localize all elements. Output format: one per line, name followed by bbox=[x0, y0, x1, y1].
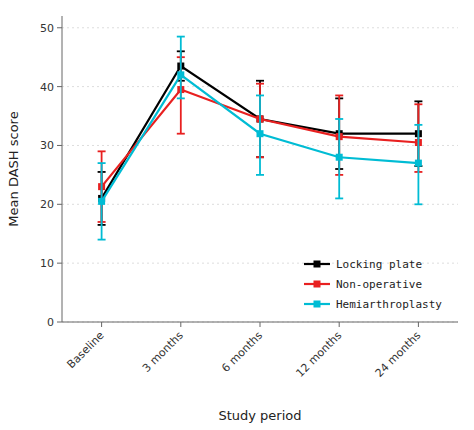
legend: Locking plate Non-operative Hemiarthroplas… bbox=[304, 258, 442, 311]
x-tick bbox=[180, 322, 181, 327]
error-bar bbox=[335, 119, 343, 198]
legend-label: Non-operative bbox=[336, 278, 422, 291]
x-tick-label: 12 months bbox=[293, 329, 344, 380]
legend-item: Non-operative bbox=[304, 278, 422, 291]
error-bar-cap bbox=[177, 133, 185, 135]
series bbox=[98, 37, 423, 240]
y-tick bbox=[57, 263, 62, 264]
y-tick-label: 10 bbox=[40, 257, 54, 270]
x-axis-title: Study period bbox=[218, 408, 301, 423]
x-tick bbox=[260, 322, 261, 327]
error-bar-cap bbox=[414, 103, 422, 105]
y-tick bbox=[57, 145, 62, 146]
grid-line bbox=[62, 204, 458, 205]
y-tick-label: 30 bbox=[40, 139, 54, 152]
error-bar-cap bbox=[335, 95, 343, 97]
series bbox=[98, 51, 423, 225]
x-tick-label: 3 months bbox=[140, 329, 186, 375]
error-bar-cap bbox=[414, 203, 422, 205]
y-axis-title: Mean DASH score bbox=[6, 111, 21, 226]
error-bar-cap bbox=[98, 239, 106, 241]
series-line bbox=[102, 66, 419, 198]
x-tick bbox=[418, 322, 419, 327]
y-tick-label: 40 bbox=[40, 81, 54, 94]
error-bar-cap bbox=[335, 198, 343, 200]
error-bar-cap bbox=[256, 80, 264, 82]
grid-line bbox=[62, 27, 458, 28]
series-line bbox=[102, 75, 419, 202]
y-tick bbox=[57, 322, 62, 323]
error-bar-cap bbox=[256, 95, 264, 97]
legend-item: Locking plate bbox=[304, 258, 422, 271]
error-bar bbox=[256, 95, 264, 174]
error-bar-cap bbox=[256, 174, 264, 176]
x-tick-label: 6 months bbox=[219, 329, 265, 375]
y-axis-line bbox=[62, 16, 63, 322]
marker bbox=[177, 71, 184, 78]
legend-marker bbox=[314, 301, 321, 308]
x-tick bbox=[339, 322, 340, 327]
error-bar-cap bbox=[98, 150, 106, 152]
plot-area bbox=[98, 37, 423, 240]
error-bar bbox=[177, 37, 185, 99]
y-tick-label: 20 bbox=[40, 198, 54, 211]
legend-label: Locking plate bbox=[336, 258, 422, 271]
y-tick bbox=[57, 204, 62, 205]
error-bar-cap bbox=[177, 97, 185, 99]
marker bbox=[257, 130, 264, 137]
marker bbox=[336, 154, 343, 161]
legend-marker bbox=[314, 261, 321, 268]
error-bar-cap bbox=[256, 83, 264, 85]
error-bar-cap bbox=[177, 36, 185, 38]
series bbox=[98, 57, 423, 222]
axes: 0 10 20 30 40 50 Baseline 3 months 6 months 12 mo… bbox=[40, 16, 458, 380]
error-bar-cap bbox=[98, 162, 106, 164]
x-tick bbox=[101, 322, 102, 327]
y-tick-label: 50 bbox=[40, 22, 54, 35]
chart: 0 10 20 30 40 50 Baseline 3 months 6 months 12 mo… bbox=[0, 0, 474, 430]
x-tick-label: Baseline bbox=[65, 329, 107, 371]
y-tick-label: 0 bbox=[47, 316, 54, 329]
marker bbox=[415, 160, 422, 167]
legend-label: Hemiarthroplasty bbox=[336, 298, 442, 311]
error-bar-stem bbox=[180, 37, 182, 99]
legend-marker bbox=[314, 281, 321, 288]
error-bar bbox=[98, 163, 106, 240]
y-tick bbox=[57, 86, 62, 87]
error-bar bbox=[414, 125, 422, 204]
x-tick-label: 24 months bbox=[373, 329, 424, 380]
y-tick bbox=[57, 27, 62, 28]
marker bbox=[98, 198, 105, 205]
error-bar-cap bbox=[335, 118, 343, 120]
error-bar-cap bbox=[414, 124, 422, 126]
legend-item: Hemiarthroplasty bbox=[304, 298, 442, 311]
series-line bbox=[102, 90, 419, 187]
error-bar-cap bbox=[414, 100, 422, 102]
